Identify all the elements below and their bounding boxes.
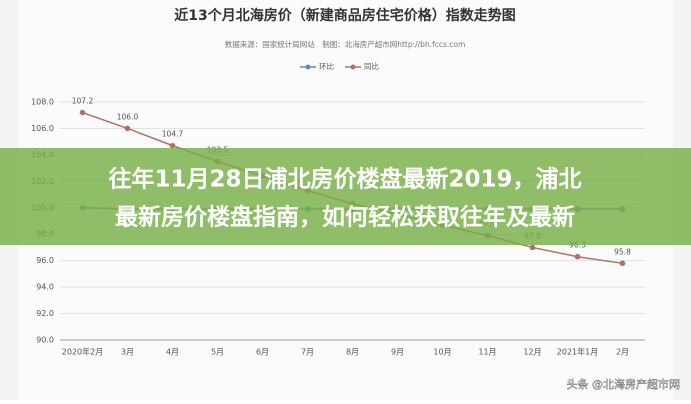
watermark: 头条 @北海房产超市网 (567, 377, 681, 391)
legend-marker (350, 64, 356, 70)
legend-marker (305, 64, 311, 70)
x-tick-label: 3月 (121, 348, 134, 357)
y-tick-label: 92.0 (36, 309, 54, 318)
value-label: 96.3 (569, 241, 586, 250)
x-tick-label: 11月 (478, 348, 496, 357)
x-tick-label: 4月 (166, 348, 179, 357)
point (619, 260, 626, 267)
x-tick-label: 2020年2月 (62, 347, 103, 357)
point (124, 125, 131, 132)
legend-label: 同比 (364, 61, 379, 71)
x-tick-label: 2月 (616, 348, 629, 357)
chart-title: 近13个月北海房价（新建商品房住宅价格）指数走势图 (174, 7, 515, 24)
x-tick-label: 6月 (256, 348, 269, 357)
value-label: 95.8 (614, 247, 631, 256)
chart-subtitle: 数据来源：国家统计局网站 制图：北海房产超市网http://bh.fccs.co… (225, 39, 466, 49)
point (169, 142, 176, 149)
y-tick-label: 94.0 (36, 283, 54, 292)
x-tick-label: 10月 (433, 348, 451, 357)
legend-label: 环比 (319, 61, 334, 71)
point (574, 253, 581, 260)
x-tick-label: 9月 (391, 348, 404, 357)
y-tick-label: 108.0 (31, 98, 54, 107)
banner (0, 148, 691, 245)
banner-line: 往年11月28日浦北房价楼盘最新2019，浦北 (108, 166, 581, 193)
point (529, 244, 536, 251)
y-tick-label: 96.0 (36, 256, 54, 265)
banner-line: 最新房价楼盘指南，如何轻松获取往年及最新 (115, 204, 575, 231)
x-tick-label: 12月 (523, 348, 541, 357)
x-tick-label: 5月 (211, 348, 224, 357)
x-tick-label: 2021年1月 (557, 347, 598, 357)
y-tick-label: 106.0 (31, 124, 54, 133)
x-tick-label: 7月 (301, 348, 314, 357)
value-label: 106.0 (117, 112, 139, 121)
value-label: 107.2 (72, 97, 94, 106)
x-tick-label: 8月 (346, 348, 359, 357)
y-tick-label: 90.0 (36, 336, 54, 345)
value-label: 104.7 (162, 130, 184, 139)
point (79, 109, 86, 116)
